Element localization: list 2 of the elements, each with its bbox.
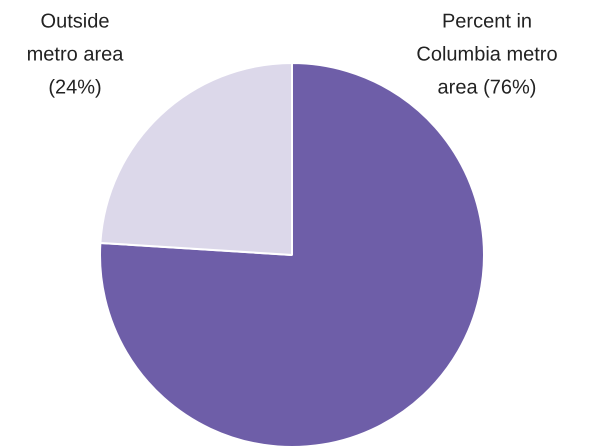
slice-label: Percent in Columbia metro area (76%) — [416, 10, 558, 99]
slice-label: Outside metro area (24%) — [26, 10, 124, 99]
